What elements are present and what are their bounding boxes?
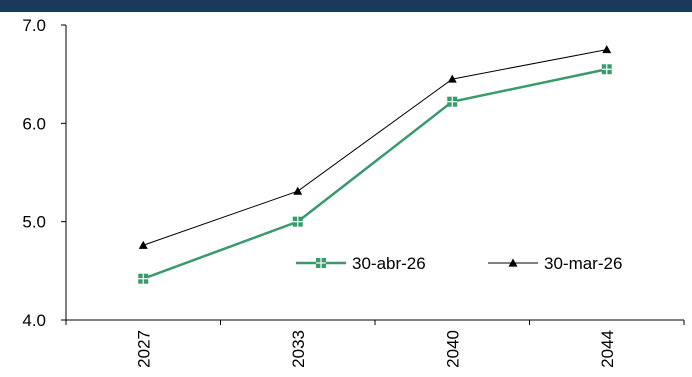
- legend-label: 30-abr-26: [352, 254, 426, 273]
- series-30-abr-26: [138, 64, 612, 284]
- data-point-marker: [138, 240, 148, 249]
- x-tick-label: 2040: [443, 330, 462, 368]
- data-point-marker: [602, 45, 612, 54]
- legend-label: 30-mar-26: [544, 254, 622, 273]
- x-tick-label: 2033: [289, 330, 308, 368]
- series-line: [142, 68, 608, 280]
- header-band: [0, 0, 692, 12]
- series-line: [143, 49, 607, 246]
- data-point-marker: [447, 74, 457, 83]
- data-point-marker: [508, 258, 518, 267]
- data-point-marker: [293, 186, 303, 195]
- legend-item: 30-mar-26: [488, 254, 622, 273]
- y-tick-label: 5.0: [22, 213, 46, 232]
- y-tick-label: 4.0: [22, 311, 46, 330]
- chart-legend: 30-abr-26 30-mar-26: [296, 254, 622, 273]
- legend-item: 30-abr-26: [296, 254, 426, 273]
- series-layer: [138, 45, 612, 284]
- y-tick-label: 6.0: [22, 114, 46, 133]
- x-tick-label: 2044: [598, 330, 617, 368]
- x-tick-label: 2027: [134, 330, 153, 368]
- chart-axes: 4.0 5.0 6.0 7.0 2027 2033 2040 2044: [22, 16, 685, 368]
- y-tick-label: 7.0: [22, 16, 46, 35]
- series-30-mar-26: [138, 45, 612, 249]
